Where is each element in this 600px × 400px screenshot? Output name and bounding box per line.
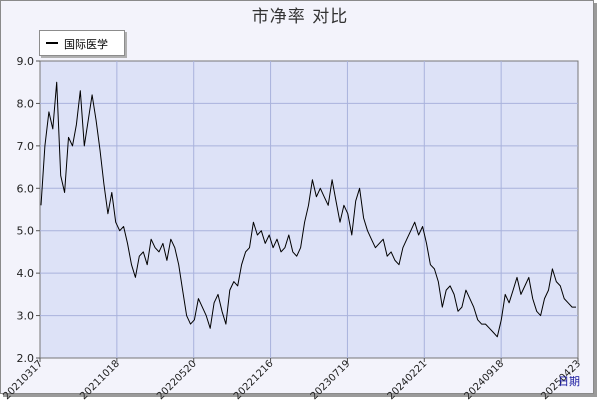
y-axis: 2.0 3.0 4.0 5.0 6.0 7.0 8.0 9.0 [17, 55, 40, 365]
x-tick-label: 20240221 [386, 358, 430, 400]
legend: 国际医学 [39, 30, 125, 56]
series-line [40, 81, 576, 338]
y-tick-label: 6.0 [17, 182, 35, 195]
y-tick-label: 3.0 [17, 310, 35, 323]
chart-title: 市净率 对比 [251, 7, 349, 27]
y-tick-label: 7.0 [17, 140, 35, 153]
plot-area [39, 60, 579, 359]
y-tick-label: 2.0 [17, 352, 35, 365]
x-axis: 20210317 20211018 20220520 20221216 20230719… [1, 358, 583, 400]
x-tick-label: 20211018 [78, 358, 122, 400]
legend-swatch [46, 42, 58, 44]
x-tick-label: 20240918 [462, 358, 506, 400]
x-tick-label: 20220520 [155, 358, 199, 400]
y-tick-label: 5.0 [17, 225, 35, 238]
y-tick-label: 4.0 [17, 267, 35, 280]
x-tick-label: 20230719 [309, 358, 353, 400]
y-tick-label: 8.0 [17, 97, 35, 110]
x-tick-label: 20221216 [232, 358, 276, 400]
gridlines [40, 61, 578, 358]
series-layer [40, 81, 576, 338]
y-tick-label: 9.0 [17, 55, 35, 68]
x-axis-label: 日期 [558, 375, 580, 388]
legend-label: 国际医学 [64, 38, 108, 51]
